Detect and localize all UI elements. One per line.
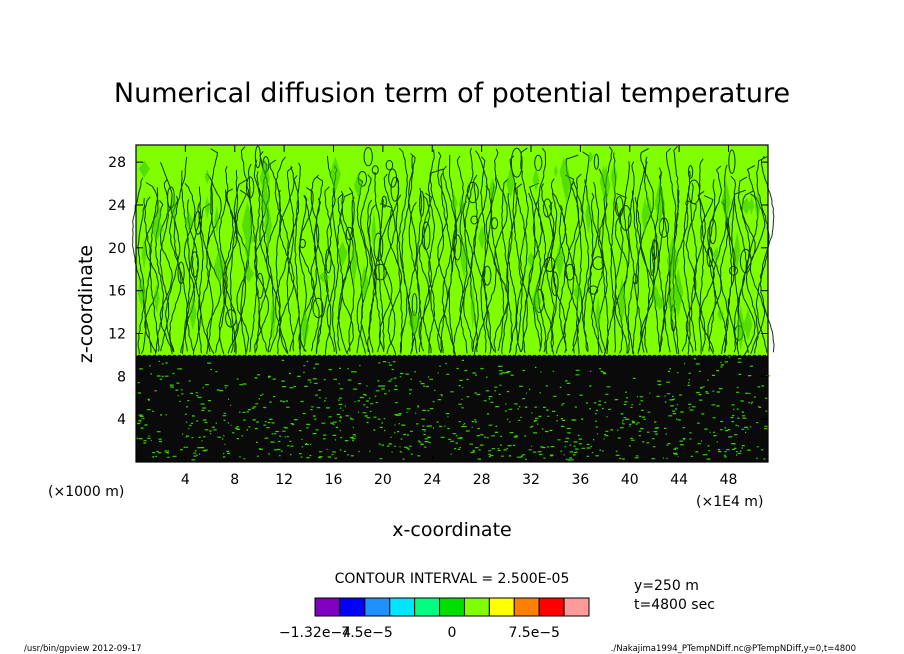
x-tick-label: 8 [230, 472, 239, 488]
x-tick-label: 24 [423, 472, 441, 488]
colorbar-swatch [563, 597, 590, 617]
chart-title: Numerical diffusion term of potential te… [114, 78, 790, 109]
x-tick-label: 36 [571, 472, 589, 488]
plot-area [132, 144, 775, 463]
dark-contour-region [136, 354, 770, 462]
dark-region-fill [136, 354, 768, 462]
x-tick-label: 48 [720, 472, 738, 488]
colorbar-swatch [414, 597, 441, 617]
colorbar-swatch [314, 597, 341, 617]
colorbar-label: 0 [448, 625, 457, 641]
colorbar-swatch [439, 597, 465, 617]
colorbar-label: 7.5e−5 [508, 625, 560, 641]
y-tick-label: 8 [117, 369, 126, 385]
x-tick-label: 12 [275, 472, 293, 488]
y-tick-label: 24 [108, 198, 126, 214]
y-tick-label: 12 [108, 326, 126, 342]
colorbar-label: 7.5e−5 [341, 625, 393, 641]
y-axis-ticks: 4 8 12 16 20 24 28 [108, 155, 768, 428]
y-tick-label: 20 [108, 241, 126, 257]
x-tick-label: 32 [522, 472, 540, 488]
colorbar-swatch [389, 597, 416, 617]
annotation-y: y=250 m [634, 578, 699, 594]
colorbar-swatch [364, 597, 391, 617]
colorbar-label: −1.32e−4 [279, 625, 351, 641]
x-tick-label: 40 [621, 472, 639, 488]
x-tick-label: 16 [325, 472, 343, 488]
colorbar-swatch [488, 597, 515, 617]
y-tick-label: 4 [117, 412, 126, 428]
x-tick-label: 28 [473, 472, 491, 488]
colorbar-swatch [513, 597, 540, 617]
x-axis-label: x-coordinate [392, 519, 511, 541]
y-tick-label: 16 [108, 284, 126, 300]
x-unit-left: (×1000 m) [48, 484, 124, 500]
colorbar-swatch [339, 597, 366, 617]
colorbar [314, 597, 590, 617]
x-tick-label: 44 [670, 472, 688, 488]
footer-left: /usr/bin/gpview 2012-09-17 [24, 644, 142, 654]
plot-frame [135, 144, 769, 463]
x-tick-label: 4 [181, 472, 190, 488]
y-axis-label: z-coordinate [75, 245, 97, 363]
colorbar-labels: −1.32e−47.5e−5 0 7.5e−5 [279, 625, 560, 641]
contour-interval-label: CONTOUR INTERVAL = 2.500E-05 [335, 571, 570, 587]
colorbar-swatch [538, 597, 565, 617]
x-axis-ticks: 4 8 12 16 20 24 28 32 36 40 44 48 [181, 145, 738, 488]
annotation-t: t=4800 sec [634, 597, 715, 613]
x-unit-right: (×1E4 m) [696, 494, 763, 510]
footer-right: ./Nakajima1994_PTempNDiff.nc@PTempNDiff,… [611, 644, 856, 654]
dark-region-specks [136, 356, 770, 461]
y-tick-label: 28 [108, 155, 126, 171]
colorbar-swatch [463, 597, 490, 617]
x-tick-label: 20 [374, 472, 392, 488]
